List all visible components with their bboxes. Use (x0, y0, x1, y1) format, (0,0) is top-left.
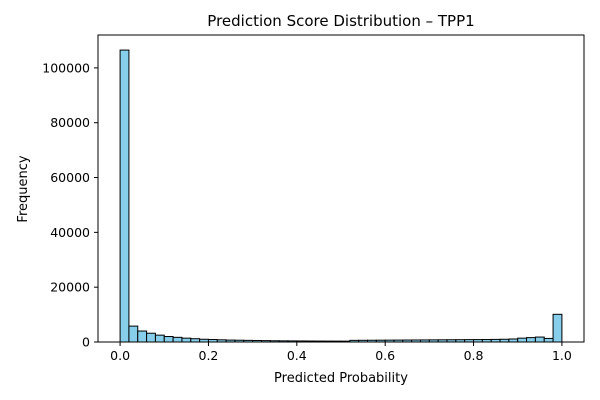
y-tick-label: 20000 (50, 280, 90, 295)
y-tick-label: 60000 (50, 170, 90, 185)
x-tick-label: 1.0 (552, 348, 572, 363)
x-tick-label: 0.8 (464, 348, 484, 363)
y-axis-ticks: 0 20000 40000 60000 80000 100000 (42, 60, 98, 350)
histogram-bar (172, 336, 183, 343)
histogram-bar (137, 330, 148, 343)
histogram-bar (543, 337, 554, 343)
histogram-bar (552, 313, 563, 343)
histogram-bar (119, 49, 130, 343)
y-axis-label: Frequency (16, 155, 31, 222)
histogram-bar (517, 337, 528, 343)
chart-title: Prediction Score Distribution – TPP1 (207, 12, 474, 30)
x-axis-ticks: 0.0 0.2 0.4 0.6 0.8 1.0 (110, 342, 572, 363)
histogram-bar (526, 337, 536, 343)
x-tick-label: 0.2 (199, 348, 219, 363)
plot-frame (97, 34, 585, 343)
x-tick-label: 0.0 (110, 348, 130, 363)
histogram-bar (163, 336, 174, 343)
x-axis-label: Predicted Probability (274, 371, 408, 386)
x-tick-label: 0.4 (287, 348, 307, 363)
y-tick-label: 100000 (42, 60, 90, 75)
y-tick-label: 0 (82, 335, 90, 350)
histogram-bar (181, 337, 192, 343)
x-tick-label: 0.6 (375, 348, 395, 363)
histogram-bar (146, 332, 156, 343)
histogram-bar (154, 334, 165, 343)
bars-group (119, 49, 563, 343)
histogram-bar (128, 325, 139, 343)
y-tick-label: 80000 (50, 115, 90, 130)
y-tick-label: 40000 (50, 225, 90, 240)
histogram-bar (534, 336, 545, 343)
